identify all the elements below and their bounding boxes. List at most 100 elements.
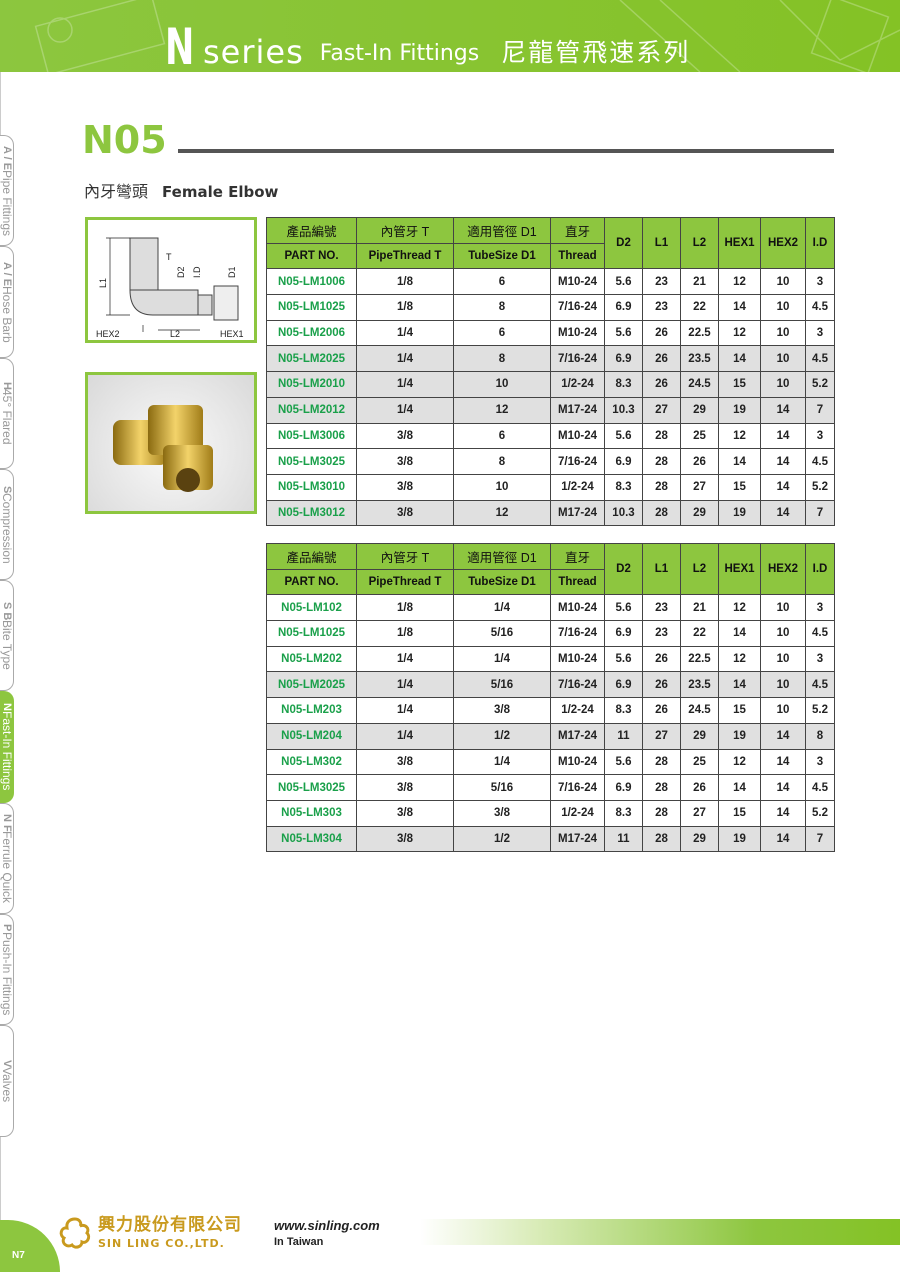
header-col: HEX2: [760, 542, 806, 596]
series-letter: N: [165, 18, 195, 76]
table-cell: 1/4: [453, 594, 551, 622]
side-tab-label: Bite Type: [0, 620, 14, 670]
part-number: N05-LM2010: [266, 371, 357, 398]
side-tab-push-in-fittings[interactable]: P Push-In Fittings: [0, 914, 14, 1026]
table-cell: 23: [642, 268, 681, 296]
table-cell: 3/8: [356, 774, 454, 801]
table-cell: 5.6: [604, 422, 643, 450]
table-cell: 3: [805, 594, 835, 622]
table-cell: 22: [680, 294, 719, 321]
side-tab-pipe-fittings[interactable]: A / E Pipe Fittings: [0, 135, 14, 247]
table-cell: 24.5: [680, 697, 719, 724]
part-number: N05-LM203: [266, 697, 357, 724]
table-row: N05-LM3012 3/8 12 M17-24 10.3 28 29 19 14 7: [266, 499, 835, 527]
table-cell: 1/4: [356, 645, 454, 673]
side-tab-code: N: [1, 703, 13, 712]
header-banner: N series Fast-In Fittings 尼龍管飛速系列: [0, 0, 900, 72]
table-cell: 6.9: [604, 294, 643, 321]
table-row: N05-LM3010 3/8 10 1/2-24 8.3 28 27 15 14 5.2: [266, 473, 835, 501]
header-col: L2: [680, 542, 719, 596]
table-cell: 15: [718, 371, 761, 398]
label-l1: L1: [98, 278, 108, 288]
table-cell: M17-24: [550, 396, 605, 424]
website-link[interactable]: www.sinling.com: [274, 1218, 380, 1233]
side-tab-compression[interactable]: S Compression: [0, 468, 14, 581]
table-row: N05-LM302 3/8 1/4 M10-24 5.6 28 25 12 14 3: [266, 748, 835, 776]
spec-table-inch: 產品編號 內管牙 T 適用管徑 D1 直牙 D2 L1 L2 HEX1 HEX2 I.D PART …: [266, 542, 835, 853]
table-cell: 12: [718, 422, 761, 450]
side-tabs: A / E Pipe Fittings A / E Hose Barb H 45° Fla…: [0, 135, 40, 1137]
table-cell: 27: [680, 799, 719, 827]
table-cell: 14: [760, 722, 806, 750]
part-number: N05-LM2012: [266, 396, 357, 424]
table-cell: 14: [760, 825, 806, 853]
table-cell: 4.5: [805, 620, 835, 647]
table-cell: 1/4: [356, 396, 454, 424]
table-cell: 3/8: [356, 748, 454, 776]
side-tab-label: Compression: [0, 492, 14, 564]
table-cell: 5/16: [453, 671, 551, 699]
table-cell: 12: [718, 645, 761, 673]
table-cell: 28: [642, 748, 681, 776]
product-subtitle: 內牙彎頭 Female Elbow: [84, 178, 278, 202]
part-number: N05-LM202: [266, 645, 357, 673]
table-cell: 1/4: [356, 319, 454, 347]
side-tab-hose-barb[interactable]: A / E Hose Barb: [0, 246, 14, 358]
table-cell: 22.5: [680, 645, 719, 673]
side-tab-valves[interactable]: V Valves: [0, 1025, 14, 1137]
part-number: N05-LM2006: [266, 319, 357, 347]
side-tab-bite-type[interactable]: S B Bite Type: [0, 580, 14, 692]
title-rule: [178, 149, 834, 153]
table-row: N05-LM1025 1/8 5/16 7/16-24 6.9 23 22 14 10 4.5: [266, 620, 835, 647]
part-number: N05-LM303: [266, 799, 357, 827]
table-cell: 10: [760, 294, 806, 321]
part-number: N05-LM3025: [266, 448, 357, 475]
table-cell: 6.9: [604, 671, 643, 699]
table-row: N05-LM2012 1/4 12 M17-24 10.3 27 29 19 14 7: [266, 396, 835, 424]
side-tab-fast-in-fittings[interactable]: N Fast-In Fittings: [0, 691, 14, 803]
table-cell: 29: [680, 825, 719, 853]
header-cn: 直牙: [550, 217, 605, 244]
table-cell: 12: [718, 594, 761, 622]
table-cell: 3: [805, 748, 835, 776]
header-cn: 直牙: [550, 543, 605, 570]
table-cell: 26: [642, 345, 681, 373]
table-cell: 12: [718, 748, 761, 776]
table-cell: 1/8: [356, 594, 454, 622]
table-cell: 1/2-24: [550, 799, 605, 827]
product-name-en: Female Elbow: [162, 183, 279, 201]
table-cell: 3/8: [356, 473, 454, 501]
table-cell: 14: [760, 748, 806, 776]
table-cell: 10: [760, 594, 806, 622]
table-cell: 4.5: [805, 448, 835, 475]
table-cell: 6: [453, 422, 551, 450]
part-number: N05-LM102: [266, 594, 357, 622]
product-name-cn: 內牙彎頭: [84, 184, 149, 201]
header-col: I.D: [805, 216, 835, 270]
table-cell: 8: [453, 448, 551, 475]
table-cell: 10: [760, 371, 806, 398]
side-tab-45-flared[interactable]: H 45° Flared: [0, 357, 14, 469]
table-cell: 1/4: [356, 722, 454, 750]
table-cell: 7/16-24: [550, 345, 605, 373]
table-cell: 1/2-24: [550, 371, 605, 398]
page-number: N7: [12, 1250, 25, 1261]
part-number: N05-LM1006: [266, 268, 357, 296]
table-cell: 28: [642, 499, 681, 527]
header-en: PART NO.: [266, 242, 357, 270]
table-cell: 28: [642, 422, 681, 450]
table-cell: 3: [805, 268, 835, 296]
header-cn: 產品編號: [266, 543, 357, 570]
table-cell: 11: [604, 722, 643, 750]
table-cell: 3/8: [453, 799, 551, 827]
table-cell: 23: [642, 294, 681, 321]
table-cell: 1/8: [356, 620, 454, 647]
table-cell: 10: [760, 268, 806, 296]
part-number: N05-LM1025: [266, 620, 357, 647]
table-cell: 14: [718, 448, 761, 475]
table-cell: 8: [453, 345, 551, 373]
side-tab-ferrule-quick[interactable]: N F Ferrule Quick: [0, 802, 14, 915]
header-en: Thread: [550, 568, 605, 596]
table-cell: 5.2: [805, 697, 835, 724]
footer-bar: [420, 1219, 900, 1245]
